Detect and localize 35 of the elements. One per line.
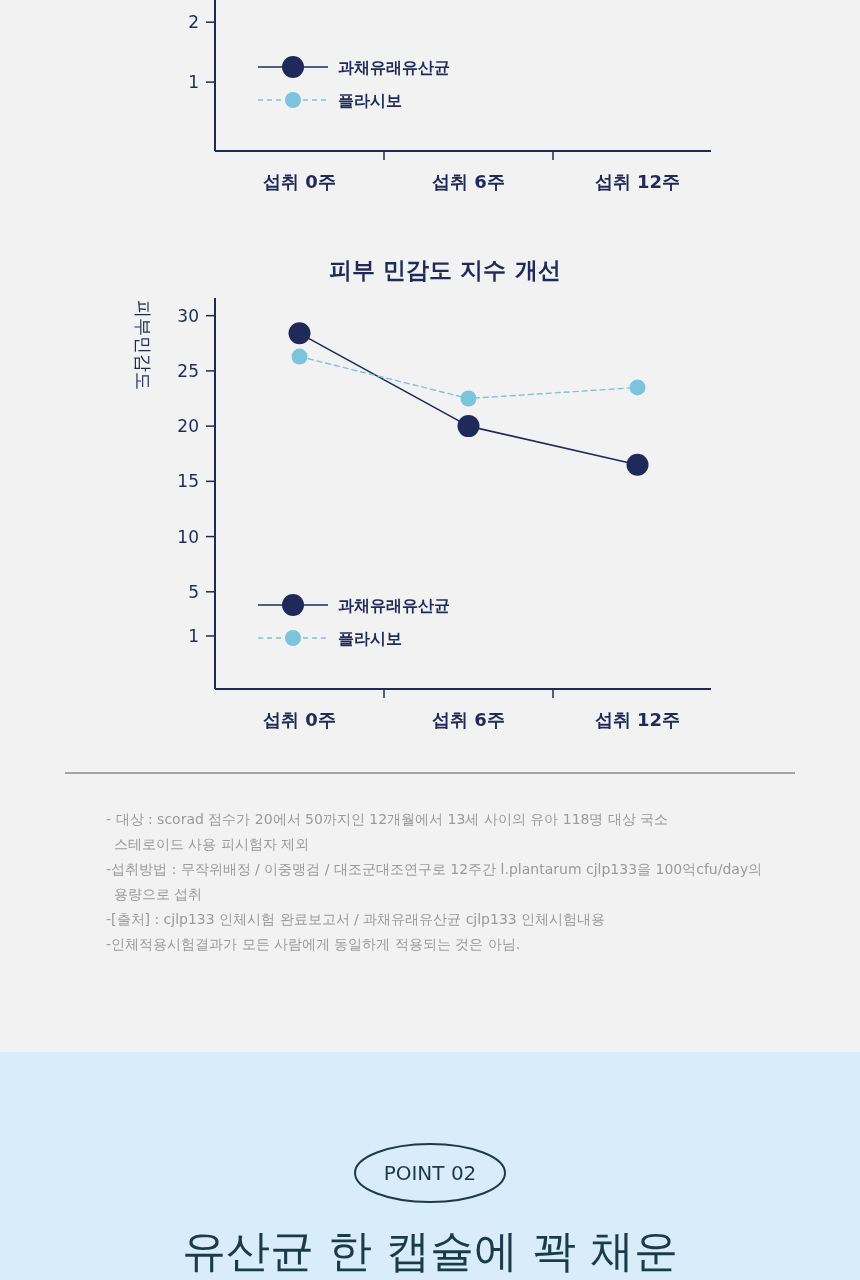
text: 스테로이드 사용 피시험자 제외 [114, 836, 310, 852]
text: -[출처] : cjlp133 인체시험 완료보고서 / 과채유래유산균 cjlp133 인체시험내용 [106, 911, 606, 927]
text: -인체적용시험결과가 모든 사람에게 동일하게 적용되는 것은 아님. [106, 936, 521, 952]
legend-label: 과채유래유산균 [338, 57, 450, 77]
legend-label: 플라시보 [338, 628, 402, 648]
point [291, 348, 308, 365]
text: 용량으로 섭취 [114, 886, 203, 902]
x-tick-label: 섭취 0주 [263, 171, 336, 192]
chart-title: 피부 민감도 지수 개선 [329, 257, 561, 283]
point [629, 379, 646, 396]
x-tick-label: 섭취 0주 [263, 709, 336, 730]
legend-label: 플라시보 [338, 90, 402, 110]
y-tick-label: 25 [177, 360, 199, 381]
y-tick-label: 10 [177, 526, 199, 547]
text: POINT 02 [383, 1161, 477, 1185]
x-tick-label: 섭취 6주 [432, 171, 505, 192]
y-tick-label: 20 [177, 416, 199, 437]
point [288, 322, 311, 345]
text: - 대상 : scorad 점수가 20에서 50까지인 12개월에서 13세 사이의 유아 118명 대상 국소 [106, 811, 669, 827]
y-tick-label: 1 [188, 625, 199, 646]
x-tick-label: 섭취 12주 [594, 171, 681, 192]
y-tick-label: 2 [188, 12, 199, 33]
text: 유산균 한 캡슐에 꽉 채운 [182, 1225, 678, 1276]
y-tick-label: 15 [177, 471, 199, 492]
y-axis-title: 피부민감도 [133, 300, 154, 390]
y-tick-label: 30 [177, 305, 199, 326]
x-tick-label: 섭취 6주 [432, 709, 505, 730]
text: -섭취방법 : 무작위배정 / 이중맹검 / 대조군대조연구로 12주간 l.plantarum cjlp133을 100억cfu/day의 [106, 861, 763, 877]
x-tick-label: 섭취 12주 [594, 709, 681, 730]
point [460, 390, 477, 407]
legend-label: 과채유래유산균 [338, 595, 450, 615]
y-tick-label: 1 [188, 72, 199, 93]
y-tick-label: 5 [188, 581, 199, 602]
point [626, 453, 649, 476]
point [457, 415, 480, 438]
